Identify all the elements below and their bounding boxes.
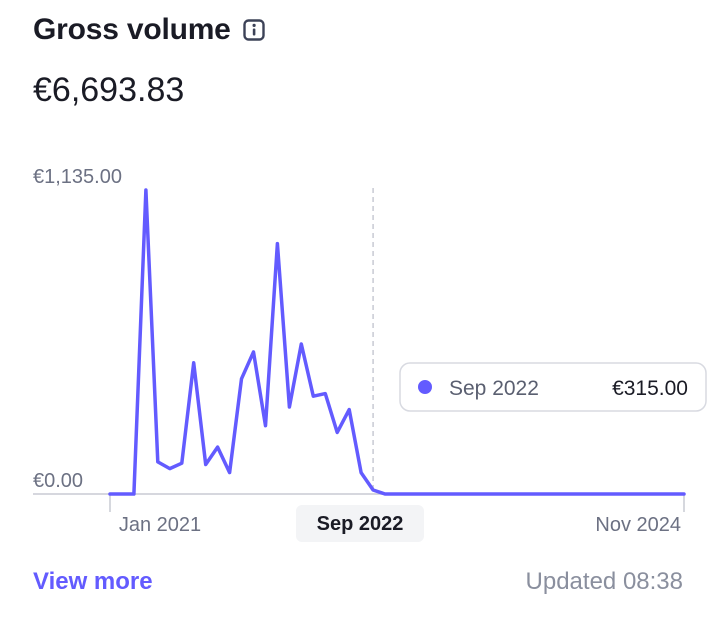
tooltip-box <box>399 362 707 412</box>
y-tick-label-min: €0.00 <box>33 470 83 492</box>
series-line[interactable] <box>108 188 686 496</box>
x-tick-label-start: Jan 2021 <box>119 514 201 536</box>
view-more-link[interactable]: View more <box>33 568 153 595</box>
x-tick-active-bg <box>296 505 424 542</box>
info-icon[interactable] <box>242 19 265 41</box>
gross-volume-chart: €1,135.00 €0.00 Jan 2021 Sep 2022 Nov 20… <box>33 166 707 542</box>
x-tick-label-end: Nov 2024 <box>595 514 681 536</box>
total-amount: €6,693.83 <box>33 71 185 109</box>
card-header: Gross volume <box>33 12 265 48</box>
updated-timestamp: Updated 08:38 <box>525 568 683 595</box>
y-tick-label-max: €1,135.00 <box>33 166 122 188</box>
x-tick-label-active: Sep 2022 <box>317 513 404 535</box>
tooltip-label: Sep 2022 <box>449 377 539 400</box>
tooltip-value: €315.00 <box>612 377 688 400</box>
chart-tooltip: Sep 2022 €315.00 <box>399 362 707 412</box>
card-title: Gross volume <box>33 13 231 46</box>
tooltip-series-dot <box>418 380 432 394</box>
